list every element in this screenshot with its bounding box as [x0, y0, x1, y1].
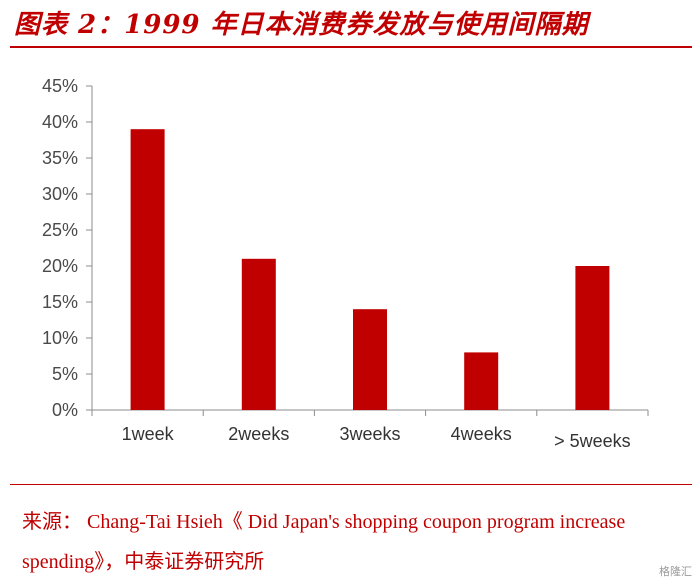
- x-tick-label: 3weeks: [339, 424, 400, 444]
- source-note: 来源： Chang-Tai Hsieh《 Did Japan's shoppin…: [22, 511, 626, 573]
- y-tick-label: 10%: [42, 328, 78, 348]
- x-tick-label: > 5weeks: [554, 431, 631, 451]
- x-axis: 1week 2weeks 3weeks 4weeks > 5weeks: [91, 409, 649, 451]
- bar-chart: 0% 5% 10% 15% 20% 25% 30% 35% 40% 45% 1week 2weeks…: [42, 76, 649, 451]
- y-tick-label: 30%: [42, 184, 78, 204]
- bar-5: [575, 266, 610, 410]
- source-divider: [10, 484, 692, 485]
- watermark: 格隆汇: [659, 565, 692, 578]
- title-divider: [10, 46, 692, 48]
- bar-1: [130, 129, 165, 410]
- y-tick-label: 40%: [42, 112, 78, 132]
- y-tick-label: 25%: [42, 220, 78, 240]
- x-tick-label: 4weeks: [451, 424, 512, 444]
- bar-2: [241, 258, 276, 410]
- x-tick-label: 2weeks: [228, 424, 289, 444]
- bar-4: [464, 352, 499, 410]
- y-tick-label: 15%: [42, 292, 78, 312]
- bars: [130, 129, 610, 410]
- y-tick-label: 5%: [52, 364, 78, 384]
- bar-3: [353, 309, 387, 410]
- chart-title: 图表 2：1999 年日本消费券发放与使用间隔期: [14, 10, 589, 40]
- y-tick-label: 45%: [42, 76, 78, 96]
- y-tick-label: 20%: [42, 256, 78, 276]
- y-tick-label: 35%: [42, 148, 78, 168]
- x-tick-label: 1week: [122, 424, 175, 444]
- y-tick-label: 0%: [52, 400, 78, 420]
- y-axis: 0% 5% 10% 15% 20% 25% 30% 35% 40% 45%: [42, 76, 93, 420]
